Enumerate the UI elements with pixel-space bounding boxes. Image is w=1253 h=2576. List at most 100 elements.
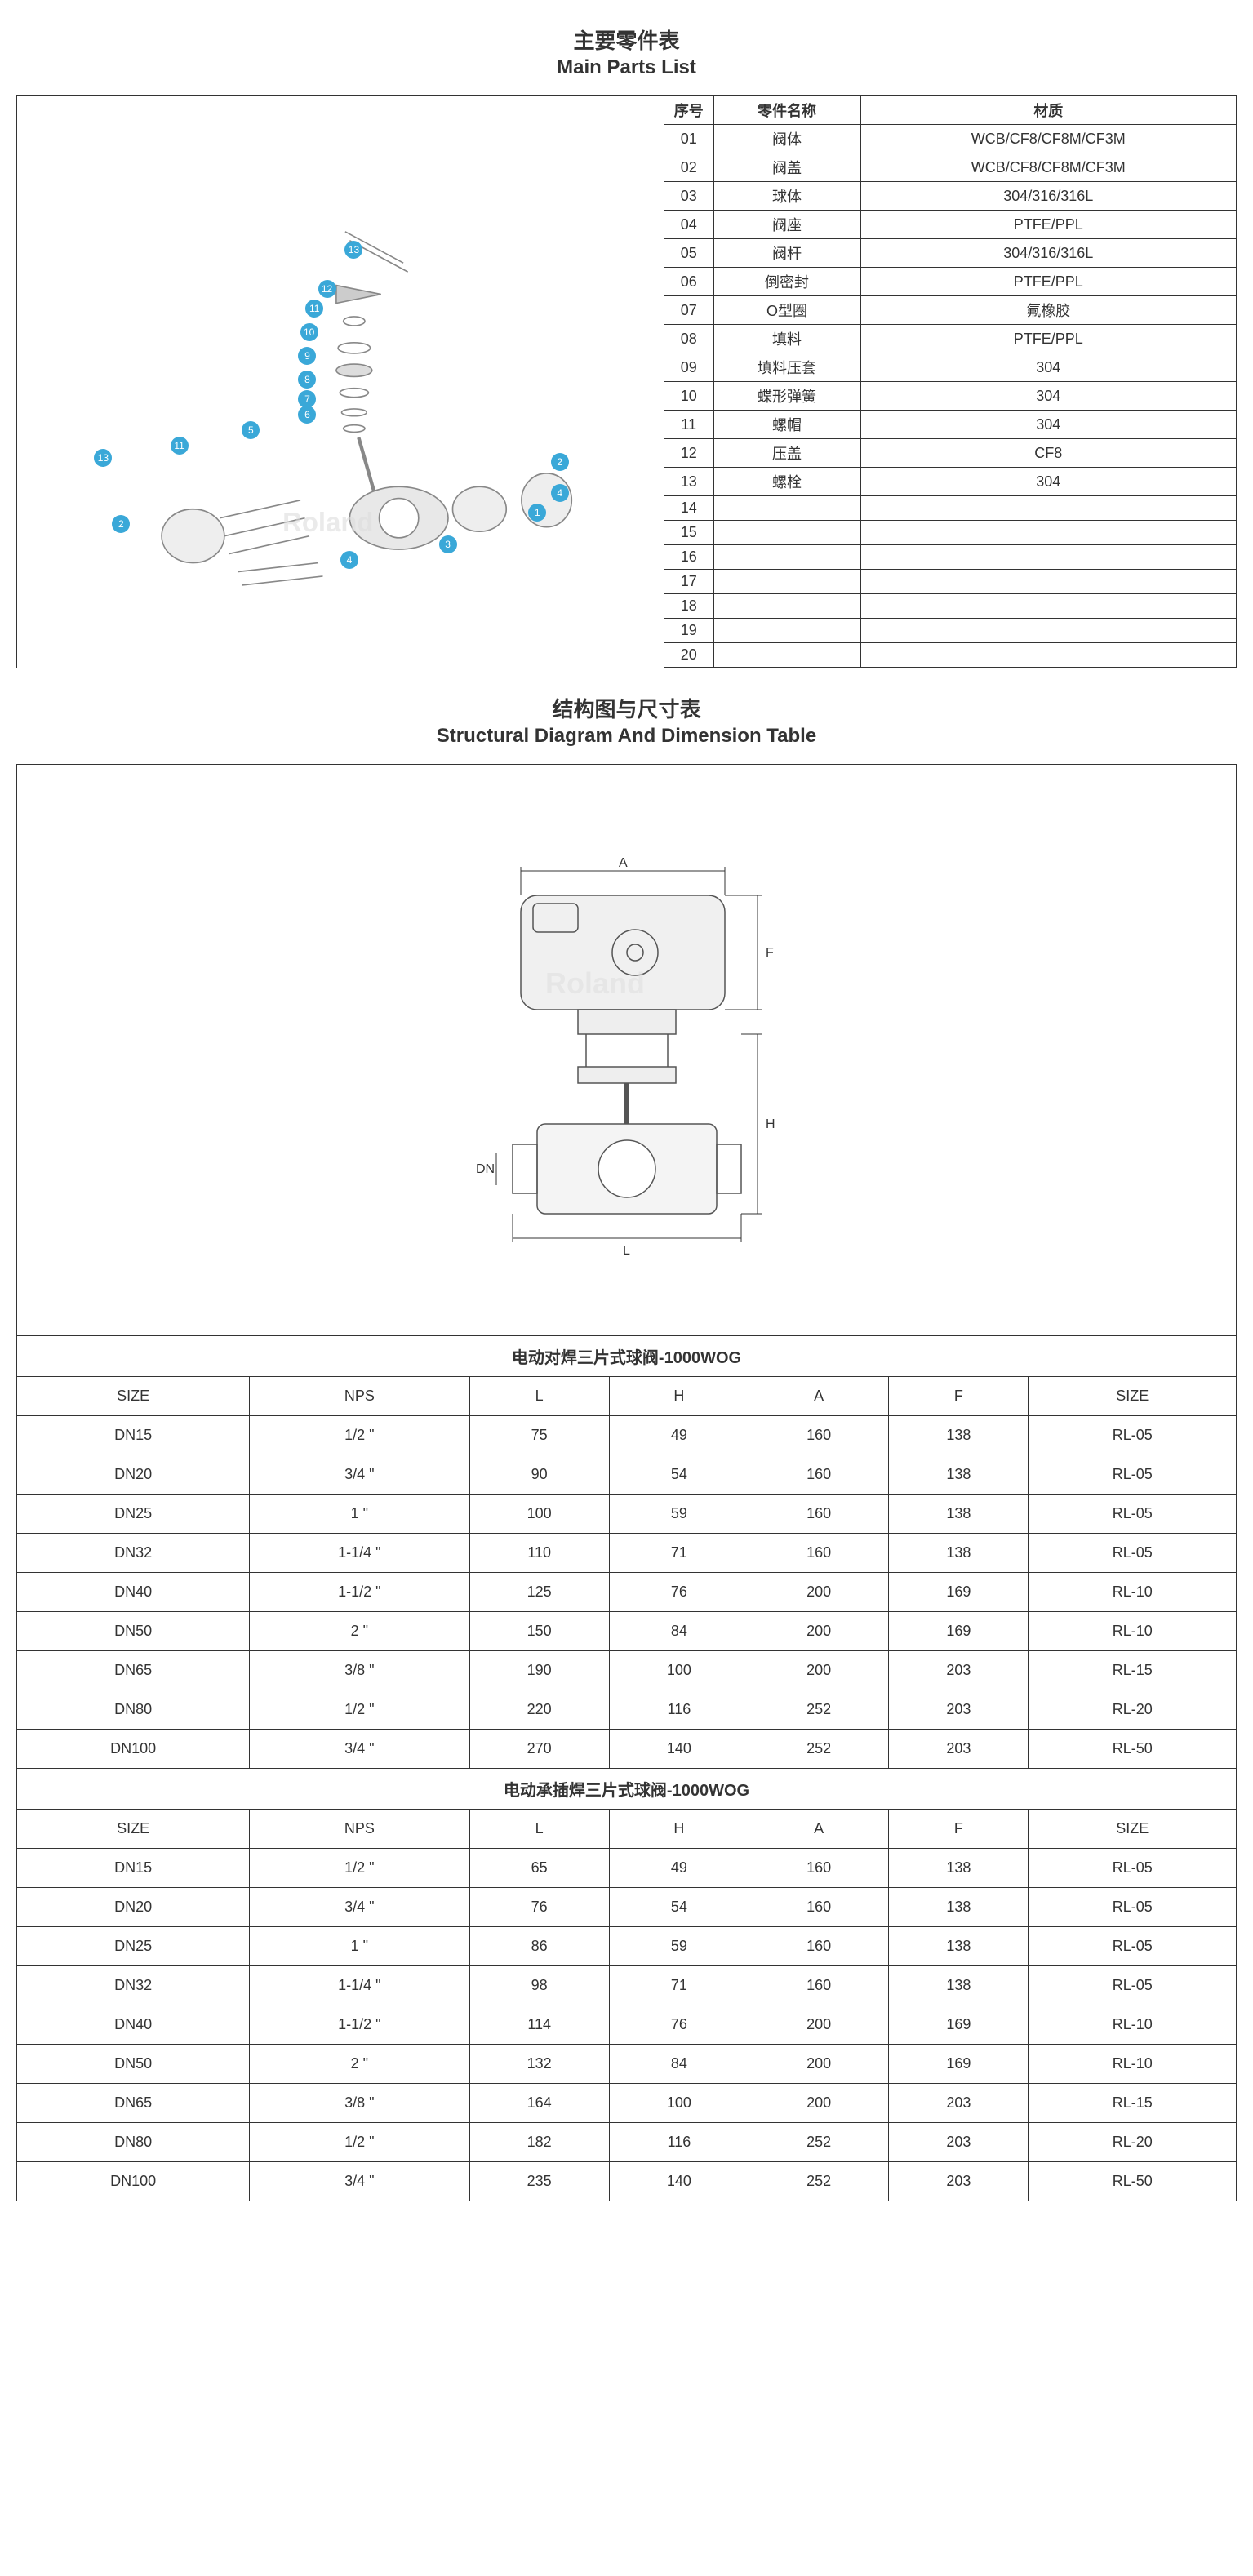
cell: 阀盖	[713, 153, 860, 182]
cell: 304	[860, 353, 1236, 382]
cell: 304/316/316L	[860, 239, 1236, 268]
exploded-svg: Roland	[50, 178, 632, 643]
col-header: SIZE	[17, 1810, 250, 1849]
cell: 140	[609, 1730, 749, 1769]
table-row: DN151/2 "7549160138RL-05	[17, 1416, 1237, 1455]
table2-title-row: 电动承插焊三片式球阀-1000WOG	[17, 1769, 1237, 1810]
cell: 蝶形弹簧	[713, 382, 860, 411]
cell: 3/4 "	[250, 1888, 469, 1927]
col-name: 零件名称	[713, 96, 860, 125]
cell: RL-50	[1029, 2162, 1237, 2201]
table-row: DN151/2 "6549160138RL-05	[17, 1849, 1237, 1888]
col-header: L	[469, 1810, 609, 1849]
table-row: DN321-1/4 "11071160138RL-05	[17, 1534, 1237, 1573]
cell: 200	[749, 1573, 889, 1612]
table-row: DN401-1/2 "12576200169RL-10	[17, 1573, 1237, 1612]
cell: 16	[664, 545, 713, 570]
cell: 138	[889, 1416, 1029, 1455]
cell: 04	[664, 211, 713, 239]
cell	[713, 570, 860, 594]
table-row: DN502 "15084200169RL-10	[17, 1612, 1237, 1651]
cell: 90	[469, 1455, 609, 1495]
cell: RL-05	[1029, 1455, 1237, 1495]
cell: 140	[609, 2162, 749, 2201]
cell: DN40	[17, 1573, 250, 1612]
callout-10: 10	[300, 323, 318, 341]
cell: DN65	[17, 1651, 250, 1690]
cell: 1 "	[250, 1495, 469, 1534]
table-row: DN653/8 "190100200203RL-15	[17, 1651, 1237, 1690]
table1-header-row: SIZENPSLHAFSIZE	[17, 1377, 1237, 1416]
table-row: 15	[664, 521, 1236, 545]
table-row: DN401-1/2 "11476200169RL-10	[17, 2005, 1237, 2045]
dim-L: L	[623, 1244, 630, 1258]
col-header: A	[749, 1377, 889, 1416]
table2-header-row: SIZENPSLHAFSIZE	[17, 1810, 1237, 1849]
table-row: 11螺帽304	[664, 411, 1236, 439]
col-header: A	[749, 1810, 889, 1849]
cell	[713, 496, 860, 521]
table-row: 12压盖CF8	[664, 439, 1236, 468]
cell: DN100	[17, 1730, 250, 1769]
callout-11: 11	[171, 437, 189, 455]
cell: RL-10	[1029, 1612, 1237, 1651]
col-header: SIZE	[1029, 1377, 1237, 1416]
col-header: SIZE	[1029, 1810, 1237, 1849]
col-header: L	[469, 1377, 609, 1416]
cell: 150	[469, 1612, 609, 1651]
parts-title: 主要零件表 Main Parts List	[8, 24, 1245, 79]
cell: 203	[889, 1690, 1029, 1730]
cell: 138	[889, 1927, 1029, 1966]
callout-4: 4	[340, 551, 358, 569]
cell: 1-1/4 "	[250, 1966, 469, 2005]
cell: 164	[469, 2084, 609, 2123]
cell: 14	[664, 496, 713, 521]
cell: 160	[749, 1888, 889, 1927]
cell: 1-1/2 "	[250, 2005, 469, 2045]
col-header: F	[889, 1377, 1029, 1416]
cell: DN20	[17, 1888, 250, 1927]
cell: DN80	[17, 2123, 250, 2162]
table-row: DN1003/4 "270140252203RL-50	[17, 1730, 1237, 1769]
dimension-table: 电动对焊三片式球阀-1000WOG SIZENPSLHAFSIZE DN151/…	[16, 1335, 1237, 2201]
cell: DN50	[17, 2045, 250, 2084]
cell: 填料	[713, 325, 860, 353]
table-row: 03球体304/316/316L	[664, 182, 1236, 211]
cell: 190	[469, 1651, 609, 1690]
cell: 59	[609, 1927, 749, 1966]
cell	[860, 619, 1236, 643]
watermark2: Roland	[545, 966, 645, 1000]
cell: 02	[664, 153, 713, 182]
cell: 98	[469, 1966, 609, 2005]
cell: RL-05	[1029, 1927, 1237, 1966]
cell: PTFE/PPL	[860, 211, 1236, 239]
cell: 球体	[713, 182, 860, 211]
table-row: 16	[664, 545, 1236, 570]
cell: 203	[889, 1730, 1029, 1769]
cell: RL-05	[1029, 1495, 1237, 1534]
cell: 138	[889, 1966, 1029, 2005]
cell: 65	[469, 1849, 609, 1888]
callout-2: 2	[551, 453, 569, 471]
table2-title: 电动承插焊三片式球阀-1000WOG	[17, 1769, 1237, 1810]
cell: 08	[664, 325, 713, 353]
cell	[860, 496, 1236, 521]
cell: 116	[609, 2123, 749, 2162]
col-header: H	[609, 1377, 749, 1416]
cell: 3/8 "	[250, 2084, 469, 2123]
table-row: 14	[664, 496, 1236, 521]
cell	[713, 619, 860, 643]
col-header: H	[609, 1810, 749, 1849]
cell: 100	[609, 2084, 749, 2123]
cell: 12	[664, 439, 713, 468]
cell: 71	[609, 1966, 749, 2005]
cell: 76	[609, 2005, 749, 2045]
table-row: 20	[664, 643, 1236, 668]
struct-svg: A F H L DN Roland	[398, 822, 855, 1279]
cell	[713, 643, 860, 668]
cell: 3/4 "	[250, 2162, 469, 2201]
cell: 3/4 "	[250, 1455, 469, 1495]
cell: 203	[889, 2162, 1029, 2201]
table-row: DN801/2 "220116252203RL-20	[17, 1690, 1237, 1730]
cell: DN80	[17, 1690, 250, 1730]
